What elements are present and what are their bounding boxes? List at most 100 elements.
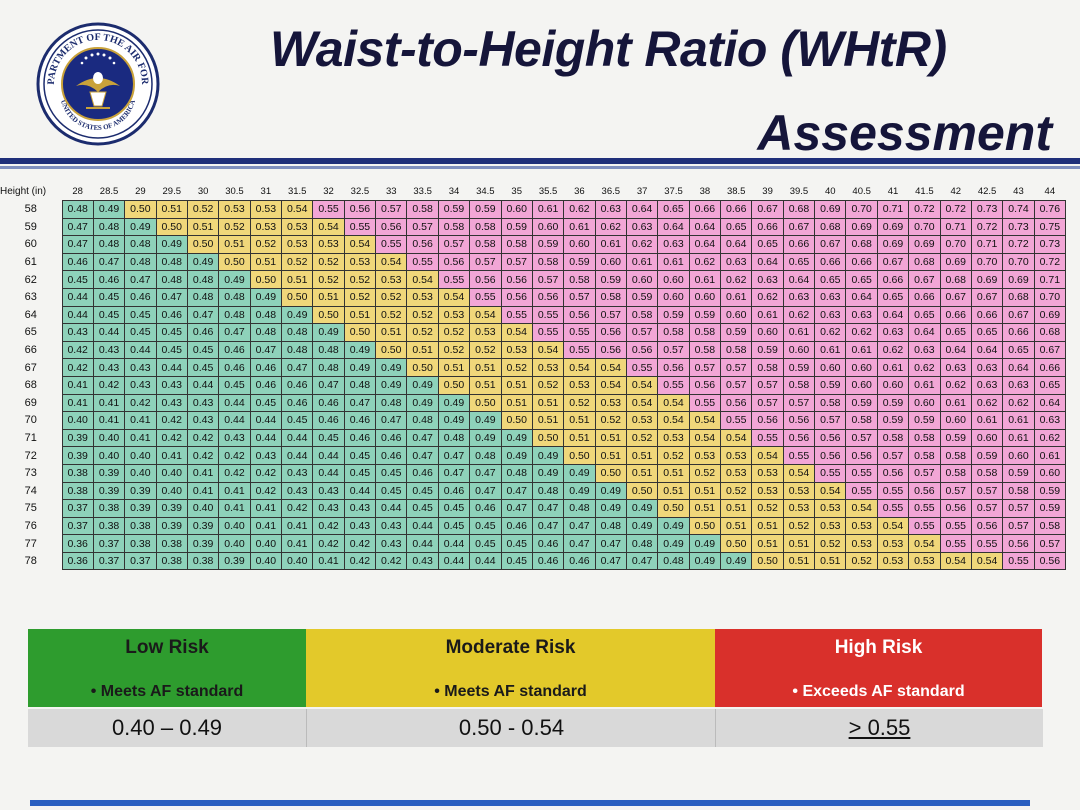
ratio-cell: 0.39: [155, 516, 188, 536]
ratio-cell: 0.40: [249, 534, 283, 553]
ratio-cell: 0.51: [751, 516, 784, 536]
ratio-cell: 0.46: [92, 270, 126, 289]
ratio-cell: 0.60: [625, 270, 659, 289]
waist-column-header: 39: [751, 183, 784, 201]
ratio-cell: 0.53: [751, 463, 784, 483]
ratio-cell: 0.58: [908, 446, 941, 465]
ratio-cell: 0.44: [155, 358, 188, 377]
ratio-cell: 0.40: [186, 499, 220, 518]
ratio-cell: 0.47: [124, 270, 157, 289]
ratio-cell: 0.61: [1033, 446, 1067, 465]
ratio-cell: 0.58: [594, 287, 627, 307]
ratio-cell: 0.41: [186, 481, 220, 501]
ratio-cell: 0.56: [782, 428, 816, 448]
ratio-cell: 0.50: [625, 481, 659, 501]
ratio-cell: 0.59: [531, 235, 565, 254]
ratio-cell: 0.41: [218, 499, 251, 518]
ratio-cell: 0.53: [531, 358, 565, 377]
ratio-cell: 0.66: [908, 287, 941, 307]
ratio-cell: 0.42: [281, 499, 314, 518]
ratio-cell: 0.61: [563, 217, 596, 237]
ratio-cell: 0.51: [531, 393, 565, 413]
ratio-cell: 0.48: [312, 340, 345, 360]
ratio-cell: 0.51: [469, 375, 502, 395]
ratio-cell: 0.52: [343, 270, 377, 289]
ratio-cell: 0.41: [61, 375, 94, 395]
ratio-cell: 0.43: [92, 358, 126, 377]
ratio-cell: 0.53: [437, 305, 471, 325]
ratio-cell: 0.66: [845, 252, 878, 272]
ratio-cell: 0.41: [92, 411, 126, 430]
ratio-cell: 0.47: [249, 340, 283, 360]
table-row: 64 0.44 0.45 0.45 0.46 0.47 0.48 0.48 0.49 0.50 0.…: [0, 305, 1067, 325]
ratio-cell: 0.46: [531, 551, 565, 571]
ratio-cell: 0.60: [845, 375, 878, 395]
ratio-cell: 0.51: [500, 375, 533, 395]
ratio-cell: 0.49: [406, 375, 439, 395]
ratio-cell: 0.55: [312, 200, 345, 219]
ratio-cell: 0.42: [343, 551, 377, 571]
ratio-cell: 0.49: [281, 305, 314, 325]
waist-column-header: 33.5: [406, 183, 439, 201]
ratio-cell: 0.60: [720, 305, 753, 325]
table-row: 61 0.46 0.47 0.48 0.48 0.49 0.50 0.51 0.52 0.52 0.…: [0, 252, 1067, 272]
ratio-cell: 0.52: [281, 252, 314, 272]
ratio-cell: 0.51: [594, 446, 627, 465]
ratio-cell: 0.57: [845, 428, 878, 448]
ratio-cell: 0.45: [124, 323, 157, 342]
ratio-cell: 0.72: [970, 217, 1004, 237]
ratio-cell: 0.65: [845, 270, 878, 289]
ratio-cell: 0.57: [625, 323, 659, 342]
ratio-cell: 0.61: [876, 358, 910, 377]
waist-column-header: 32.5: [344, 183, 376, 201]
ratio-cell: 0.53: [720, 446, 753, 465]
ratio-cell: 0.43: [124, 358, 157, 377]
ratio-cell: 0.48: [657, 551, 690, 571]
ratio-cell: 0.47: [406, 428, 439, 448]
waist-column-header: 39.5: [783, 183, 815, 201]
ratio-cell: 0.52: [625, 428, 659, 448]
ratio-cell: 0.55: [469, 287, 502, 307]
ratio-cell: 0.47: [437, 463, 471, 483]
ratio-cell: 0.51: [375, 323, 408, 342]
ratio-cell: 0.56: [625, 340, 659, 360]
ratio-cell: 0.54: [594, 375, 627, 395]
ratio-cell: 0.67: [970, 287, 1004, 307]
ratio-cell: 0.65: [814, 270, 847, 289]
ratio-cell: 0.45: [92, 287, 126, 307]
ratio-cell: 0.38: [92, 516, 126, 536]
ratio-cell: 0.57: [720, 375, 753, 395]
ratio-cell: 0.45: [281, 411, 314, 430]
ratio-cell: 0.65: [908, 305, 941, 325]
ratio-cell: 0.54: [657, 411, 690, 430]
ratio-cell: 0.50: [531, 428, 565, 448]
low-risk-range: 0.40 – 0.49: [28, 709, 306, 747]
ratio-cell: 0.47: [594, 551, 627, 571]
ratio-cell: 0.39: [155, 499, 188, 518]
ratio-cell: 0.57: [970, 481, 1004, 501]
ratio-cell: 0.62: [814, 323, 847, 342]
waist-column-header: 38.5: [720, 183, 752, 201]
ratio-cell: 0.58: [908, 428, 941, 448]
table-row: 66 0.42 0.43 0.44 0.45 0.45 0.46 0.47 0.48 0.48 0.…: [0, 340, 1067, 360]
ratio-cell: 0.38: [92, 499, 126, 518]
ratio-cell: 0.55: [657, 375, 690, 395]
ratio-cell: 0.57: [876, 446, 910, 465]
ratio-cell: 0.47: [625, 551, 659, 571]
waist-column-header: 31.5: [281, 183, 313, 201]
ratio-cell: 0.54: [782, 463, 816, 483]
ratio-cell: 0.53: [782, 499, 816, 518]
ratio-cell: 0.60: [594, 252, 627, 272]
ratio-cell: 0.63: [970, 358, 1004, 377]
ratio-cell: 0.44: [437, 534, 471, 553]
ratio-cell: 0.49: [563, 481, 596, 501]
ratio-cell: 0.45: [186, 340, 220, 360]
ratio-cell: 0.48: [563, 499, 596, 518]
ratio-cell: 0.49: [688, 534, 722, 553]
ratio-cell: 0.53: [281, 217, 314, 237]
ratio-cell: 0.62: [970, 393, 1004, 413]
ratio-cell: 0.37: [61, 516, 94, 536]
height-cell: 74: [0, 482, 62, 500]
ratio-cell: 0.64: [845, 287, 878, 307]
ratio-cell: 0.54: [625, 375, 659, 395]
